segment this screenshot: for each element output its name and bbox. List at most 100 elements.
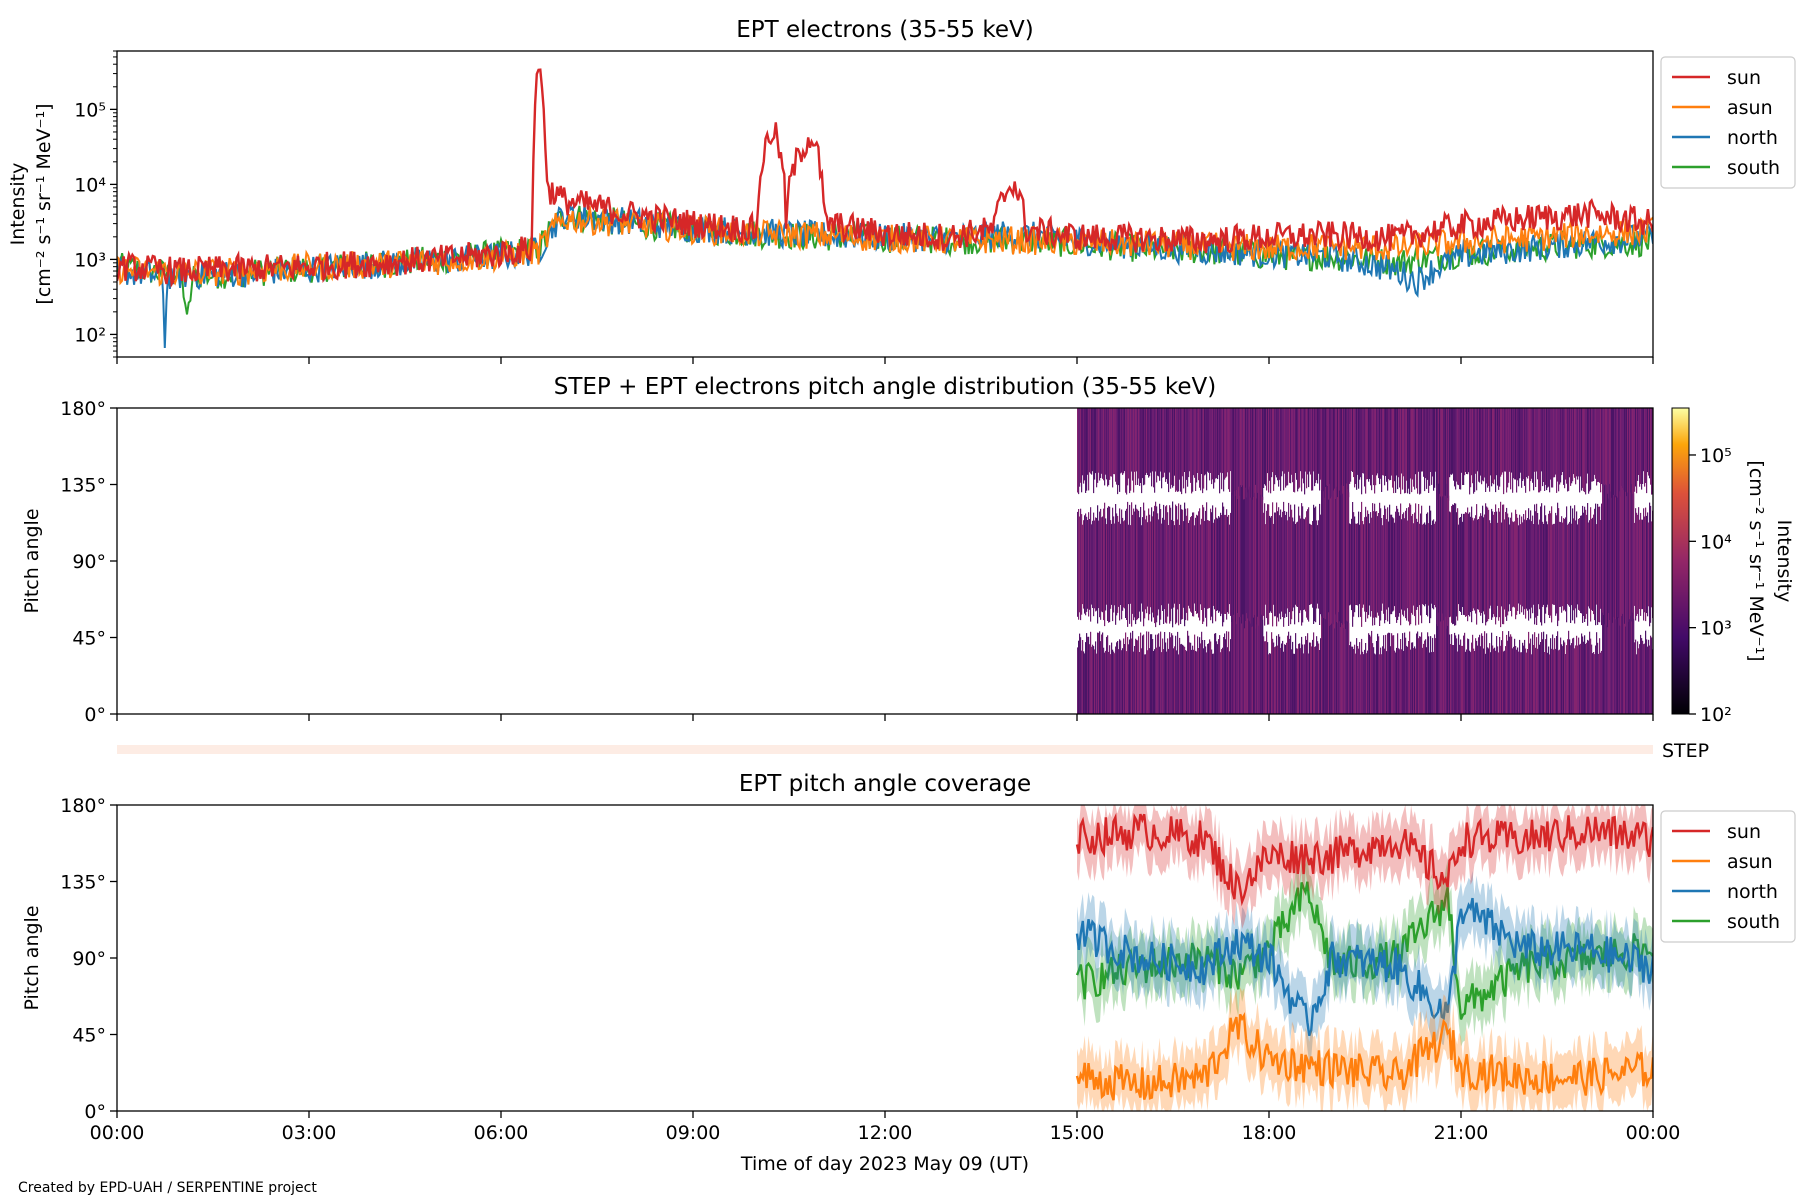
heatmap-cell xyxy=(1419,523,1421,606)
heatmap-cell xyxy=(1432,520,1434,609)
heatmap-cell xyxy=(1166,651,1168,714)
heatmap-cell xyxy=(1234,491,1236,646)
heatmap-cell xyxy=(1529,408,1531,492)
heatmap-cell xyxy=(1402,408,1404,490)
heatmap-cell xyxy=(1113,516,1115,613)
heatmap-cell xyxy=(1615,497,1617,644)
heatmap-cell xyxy=(1237,408,1239,505)
heatmap-cell xyxy=(1619,491,1621,645)
heatmap-cell xyxy=(1245,408,1247,498)
heatmap-cell xyxy=(1481,515,1483,613)
heatmap-cell xyxy=(1375,511,1377,618)
heatmap-cell xyxy=(1317,408,1319,484)
legend-label-asun: asun xyxy=(1727,97,1773,119)
heatmap-cell xyxy=(1340,627,1342,714)
heatmap-cell xyxy=(1197,408,1199,473)
heatmap-cell xyxy=(1112,408,1114,488)
heatmap-cell xyxy=(1253,408,1255,503)
heatmap-cell xyxy=(1291,649,1293,714)
heatmap-cell xyxy=(1131,502,1133,627)
heatmap-cell xyxy=(1110,408,1112,477)
colorbar-label: Intensity xyxy=(1773,520,1795,603)
heatmap-cell xyxy=(1416,518,1418,610)
heatmap-cell xyxy=(1542,408,1544,487)
heatmap-cell xyxy=(1547,524,1549,605)
heatmap-cell xyxy=(1174,646,1176,714)
heatmap-cell xyxy=(1157,634,1159,714)
heatmap-cell xyxy=(1285,645,1287,714)
heatmap-cell xyxy=(1456,408,1458,482)
heatmap-cell xyxy=(1299,515,1301,614)
heatmap-cell xyxy=(1482,635,1484,714)
heatmap-cell xyxy=(1097,408,1099,483)
colorbar-units: [cm⁻² s⁻¹ sr⁻¹ MeV⁻¹] xyxy=(1745,460,1767,661)
heatmap-cell xyxy=(1153,511,1155,618)
heatmap-cell xyxy=(1387,507,1389,622)
heatmap-cell xyxy=(1576,635,1578,714)
heatmap-cell xyxy=(1319,650,1321,714)
heatmap-cell xyxy=(1194,525,1196,604)
heatmap-cell xyxy=(1449,634,1451,714)
heatmap-cell xyxy=(1235,621,1237,714)
heatmap-cell xyxy=(1167,638,1169,714)
heatmap-cell xyxy=(1620,626,1622,714)
series-band-south xyxy=(1077,854,1653,1047)
heatmap-cell xyxy=(1385,634,1387,714)
y-tick-label: 10⁴ xyxy=(74,174,106,196)
heatmap-cell xyxy=(1255,484,1257,634)
heatmap-cell xyxy=(1594,408,1596,475)
heatmap-cell xyxy=(1203,507,1205,622)
heatmap-cell xyxy=(1318,520,1320,609)
heatmap-cell xyxy=(1447,408,1449,507)
heatmap-cell xyxy=(1203,408,1205,489)
heatmap-cell xyxy=(1235,408,1237,511)
heatmap-cell xyxy=(1518,408,1520,487)
heatmap-cell xyxy=(1522,642,1524,714)
heatmap-cell xyxy=(1216,517,1218,611)
heatmap-cell xyxy=(1602,486,1604,635)
heatmap-cell xyxy=(1078,408,1080,495)
heatmap-cell xyxy=(1104,408,1106,486)
heatmap-cell xyxy=(1597,503,1599,625)
heatmap-cell xyxy=(1242,485,1244,633)
heatmap-cell xyxy=(1611,408,1613,501)
heatmap-cell xyxy=(1165,506,1167,623)
heatmap-cell xyxy=(1411,515,1413,613)
heatmap-cell xyxy=(1277,511,1279,618)
heatmap-cell xyxy=(1477,519,1479,610)
heatmap-cell xyxy=(1600,520,1602,609)
heatmap-cell xyxy=(1581,408,1583,491)
heatmap-cell xyxy=(1453,645,1455,714)
heatmap-cell xyxy=(1627,408,1629,504)
heatmap-cell xyxy=(1366,516,1368,612)
heatmap-cell xyxy=(1399,649,1401,714)
legend-label-south: south xyxy=(1727,157,1780,179)
heatmap-cell xyxy=(1157,408,1159,476)
heatmap-cell xyxy=(1559,521,1561,607)
heatmap-cell xyxy=(1117,408,1119,495)
heatmap-cell xyxy=(1364,408,1366,487)
heatmap-cell xyxy=(1178,654,1180,714)
heatmap-cell xyxy=(1341,408,1343,497)
heatmap-cell xyxy=(1604,485,1606,633)
heatmap-cell xyxy=(1256,408,1258,500)
heatmap-cell xyxy=(1274,512,1276,617)
heatmap-cell xyxy=(1356,638,1358,714)
heatmap-cell xyxy=(1204,521,1206,608)
heatmap-cell xyxy=(1609,483,1611,639)
heatmap-cell xyxy=(1173,521,1175,608)
heatmap-cell xyxy=(1596,408,1598,486)
heatmap-cell xyxy=(1339,621,1341,714)
heatmap-cell xyxy=(1533,408,1535,491)
heatmap-cell xyxy=(1221,408,1223,490)
heatmap-cell xyxy=(1292,517,1294,612)
heatmap-cell xyxy=(1580,408,1582,477)
heatmap-cell xyxy=(1158,519,1160,610)
heatmap-cell xyxy=(1286,408,1288,486)
heatmap-cell xyxy=(1525,408,1527,493)
heatmap-cell xyxy=(1251,627,1253,714)
heatmap-cell xyxy=(1359,524,1361,605)
heatmap-cell xyxy=(1302,644,1304,714)
heatmap-cell xyxy=(1390,514,1392,615)
